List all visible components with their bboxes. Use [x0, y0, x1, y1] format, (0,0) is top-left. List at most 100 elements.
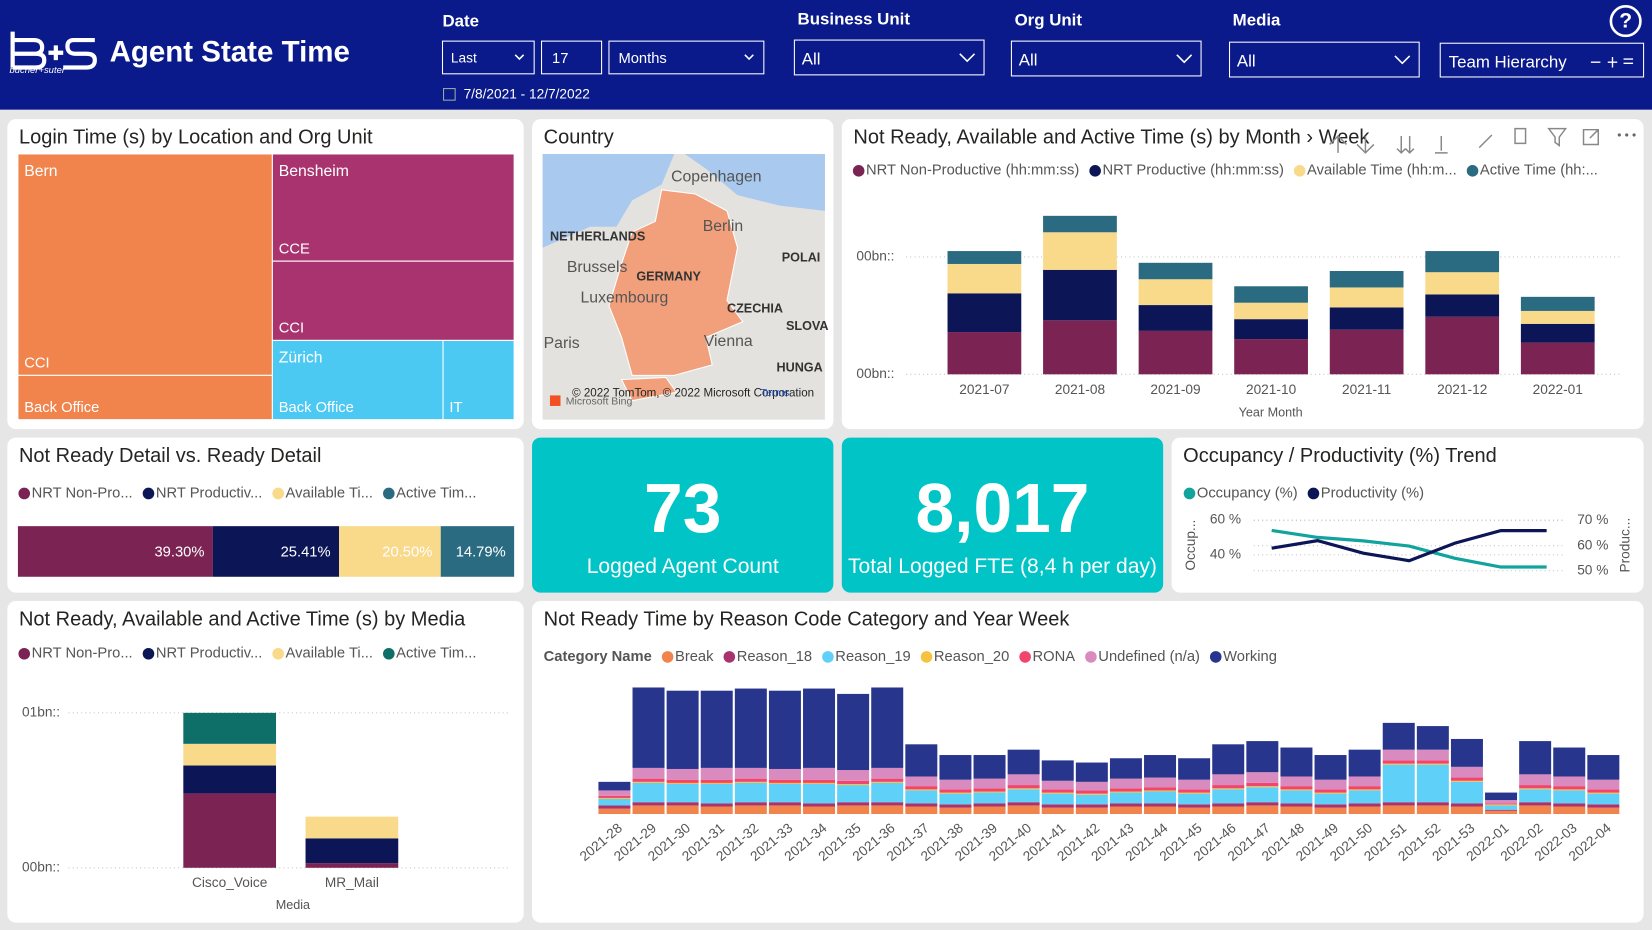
ribbon-segment [768, 768, 801, 780]
ribbon-segment [837, 780, 870, 784]
dropdown[interactable] [793, 39, 985, 76]
ribbon-segment [939, 793, 972, 805]
toolbar-icons [1329, 127, 1600, 154]
ribbon-segment [837, 783, 870, 786]
ribbon-segment [871, 778, 904, 782]
legend-label: Active Tim... [396, 646, 476, 662]
ribbon-segment [1450, 738, 1483, 767]
bar-segment [1425, 316, 1500, 375]
ribbon-segment [1212, 803, 1245, 807]
dropdown[interactable] [441, 40, 535, 75]
hierarchy-slicer[interactable] [1439, 42, 1645, 78]
chevron [1176, 54, 1193, 64]
ribbon-segment [871, 802, 904, 806]
legend-marker [142, 487, 155, 500]
dropdown[interactable] [608, 40, 765, 75]
ribbon-segment [837, 785, 870, 803]
x-tick-label: Cisco_Voice [192, 875, 267, 890]
ribbon-segment [1314, 779, 1347, 790]
ribbon-segment [666, 805, 699, 815]
ribbon-segment [1553, 786, 1586, 790]
dropdown[interactable] [1228, 41, 1420, 78]
ribbon-segment [1416, 764, 1449, 803]
ribbon-segment [1450, 781, 1483, 804]
ribbon-segment [632, 687, 665, 768]
ribbon-segment [1348, 776, 1381, 787]
ribbon-segment [768, 690, 801, 769]
ribbon-segment [973, 803, 1006, 807]
bar-segment [1234, 302, 1308, 320]
ribbon-segment [1280, 786, 1313, 790]
ribbon-segment [1485, 800, 1518, 804]
tile-label: Back Office [24, 400, 99, 416]
input[interactable] [541, 40, 603, 75]
ribbon-segment [1485, 803, 1518, 805]
x-tick-label: MR_Mail [325, 875, 379, 890]
ribbon-segment [632, 781, 665, 783]
dropdown[interactable] [1010, 40, 1202, 77]
legend-label: Available Ti... [286, 646, 373, 662]
more-options-dot [1632, 133, 1636, 137]
y-tick-label: 40 % [1210, 546, 1241, 561]
legend-marker [920, 651, 933, 663]
x-axis-title: Year Month [1239, 406, 1303, 420]
ribbon-segment [905, 786, 938, 790]
x-tick-label: 2021-10 [1246, 382, 1297, 397]
card-fill [532, 437, 834, 593]
legend-label: Break [675, 649, 714, 665]
ribbon-segment [1109, 791, 1142, 793]
ribbon-segment [1246, 741, 1279, 773]
card [1171, 437, 1644, 593]
legend-marker [1293, 165, 1306, 177]
ribbon-segment [973, 792, 1006, 804]
ribbon-segment [1587, 779, 1620, 790]
legend-marker [272, 647, 284, 660]
ribbon-segment [1485, 809, 1518, 811]
help-button[interactable] [1609, 5, 1642, 38]
chart-title: Not Ready Time by Reason Code Category a… [544, 608, 1071, 630]
ribbon-segment [1007, 802, 1040, 806]
kpi-value: 73 [644, 469, 721, 547]
legend-label: Active Tim... [396, 485, 476, 501]
ribbon-segment [1450, 803, 1483, 807]
ribbon-segment [905, 803, 938, 807]
ribbon-segment [1382, 749, 1415, 761]
bar-segment [1329, 307, 1404, 330]
ribbon-segment [1212, 744, 1245, 775]
ribbon-segment [1144, 755, 1177, 778]
ribbon-segment [632, 782, 665, 803]
ribbon-segment [1348, 786, 1381, 790]
chart-title: Not Ready, Available and Active Time (s)… [19, 608, 466, 630]
ribbon-segment [1485, 810, 1518, 815]
map-label: Paris [544, 335, 580, 352]
ribbon-segment [1519, 741, 1552, 775]
ribbon-segment [666, 782, 699, 784]
tile-label: CCI [279, 321, 304, 337]
logo-glyph [10, 31, 47, 70]
ribbon-segment [1348, 789, 1381, 791]
hierarchy-icons[interactable] [1590, 56, 1634, 68]
map-country [608, 189, 744, 376]
x-axis-title: Media [276, 898, 311, 912]
ribbon-segment [1109, 778, 1142, 789]
legend-marker [272, 487, 284, 500]
ribbon-segment [1348, 790, 1381, 804]
ribbon-segment [1519, 788, 1552, 790]
ribbon-segment [905, 744, 938, 777]
legend-marker [723, 651, 736, 663]
ribbon-segment [871, 781, 904, 783]
ribbon-segment [700, 783, 733, 804]
dropdown-value: All [1237, 52, 1256, 71]
ribbon-segment [632, 802, 665, 806]
x-tick-label: 2021-07 [959, 382, 1009, 397]
kpi-value: 8,017 [915, 469, 1089, 547]
bar-segment [183, 743, 277, 766]
kpi-label: Total Logged FTE (8,4 h per day) [848, 555, 1157, 578]
ribbon-segment [598, 805, 631, 809]
ribbon-segment [1416, 802, 1449, 806]
ribbon-segment [1041, 804, 1074, 808]
ribbon-segment [1314, 789, 1347, 793]
legend-marker [661, 651, 674, 663]
legend-marker [1089, 165, 1101, 177]
treemap-tile [271, 153, 515, 262]
